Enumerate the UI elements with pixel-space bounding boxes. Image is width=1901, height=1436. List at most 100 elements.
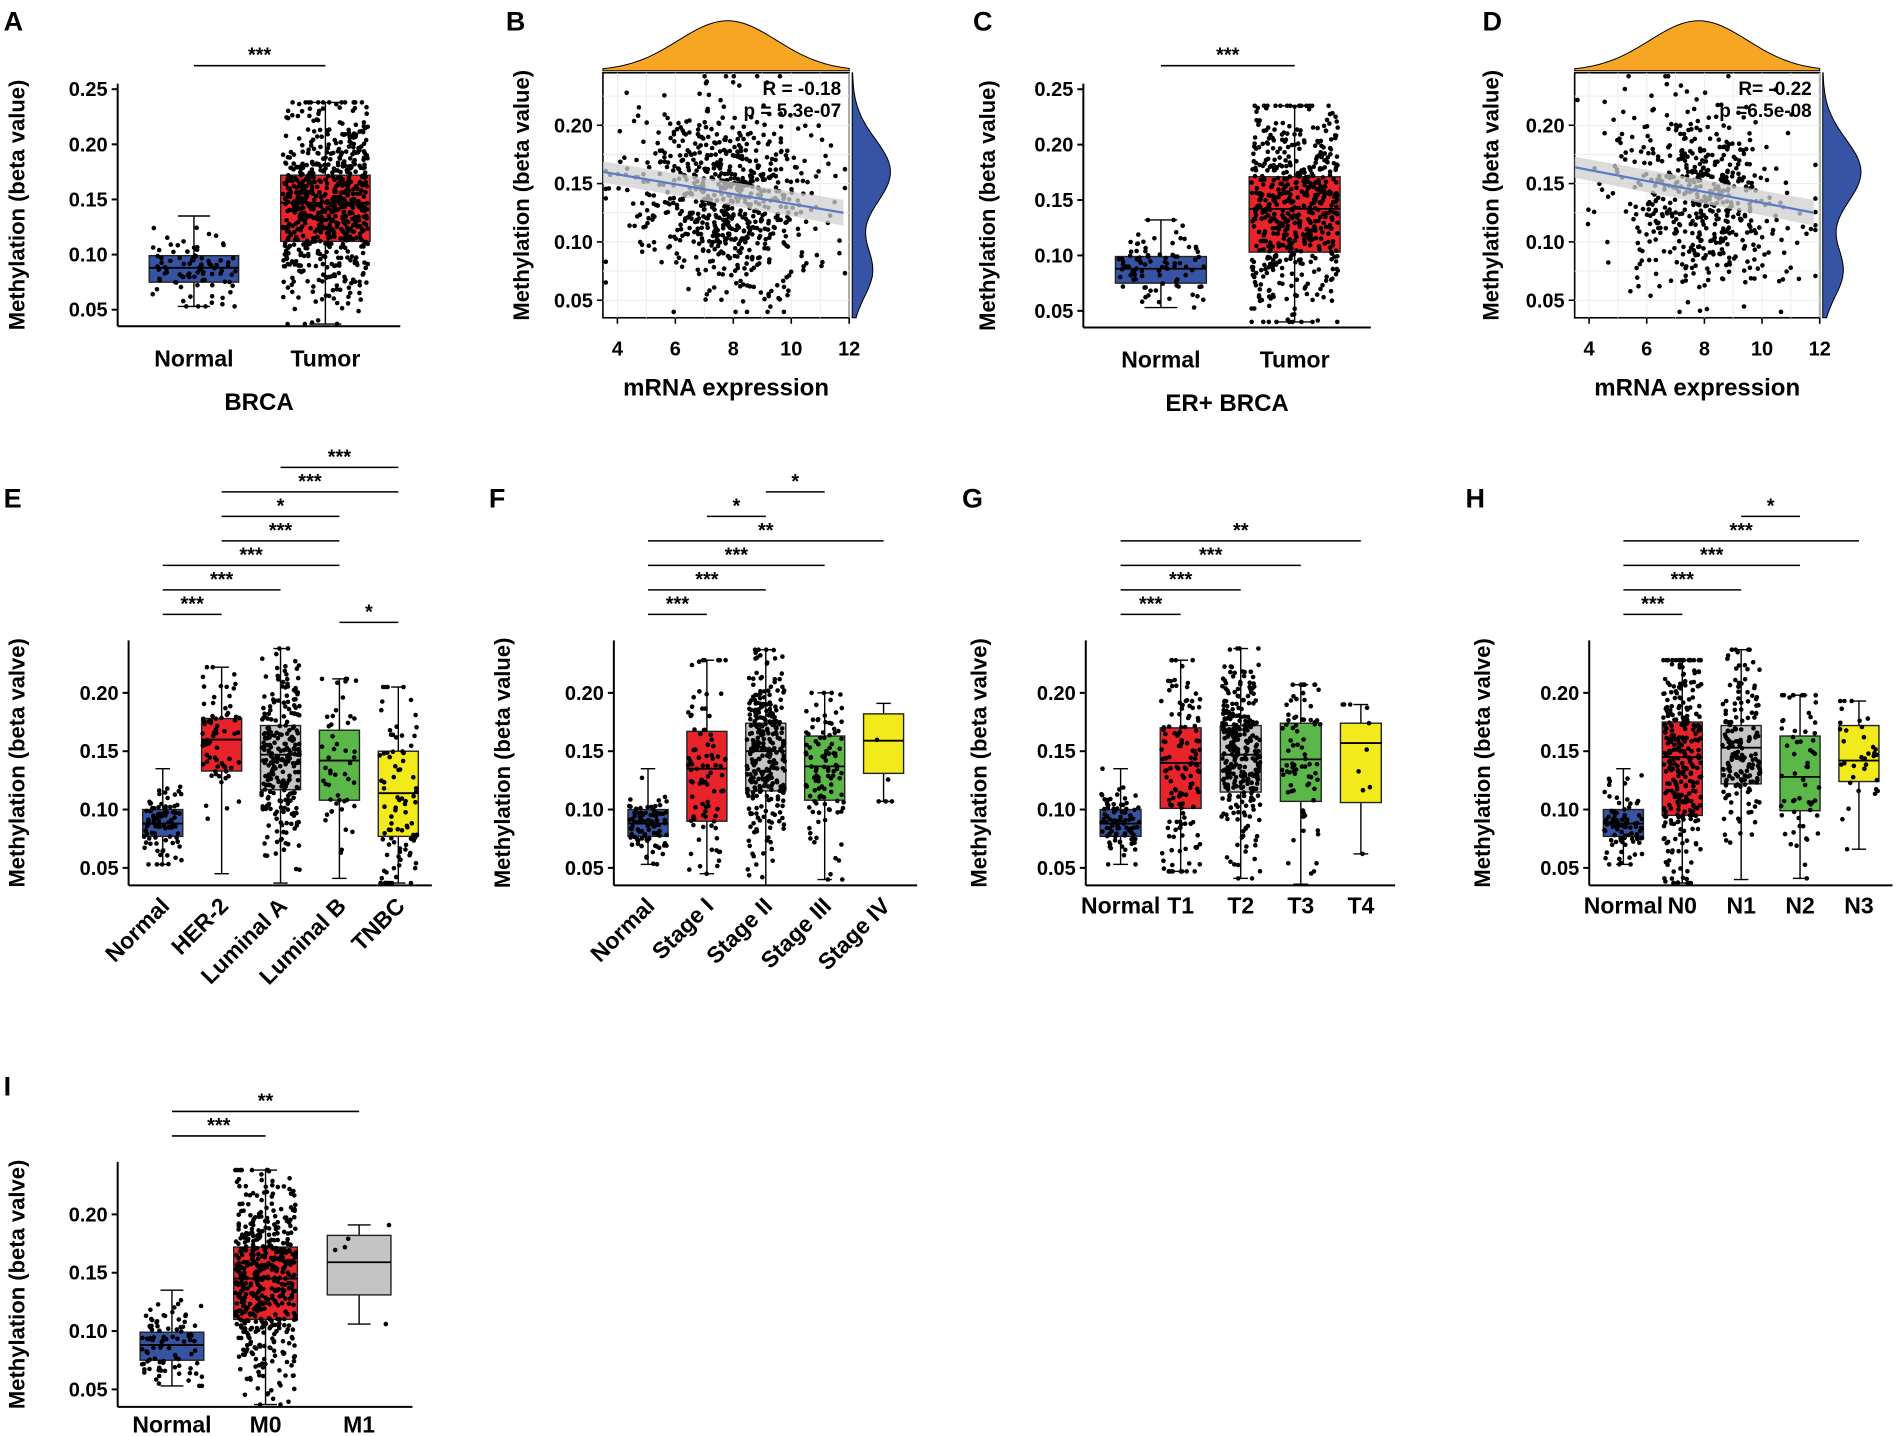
data-point — [1301, 203, 1307, 209]
data-point — [350, 229, 355, 234]
data-point — [1252, 173, 1258, 179]
box-her-2 — [200, 664, 243, 875]
data-point — [274, 651, 279, 657]
data-point — [184, 304, 189, 309]
data-point — [1257, 737, 1262, 743]
data-point — [639, 200, 645, 206]
data-point — [391, 840, 397, 845]
data-point — [1148, 288, 1153, 294]
box-normal — [626, 768, 669, 867]
data-point — [265, 716, 271, 721]
data-point — [1243, 825, 1249, 831]
data-point — [274, 775, 280, 781]
data-point — [1195, 768, 1201, 774]
data-point — [717, 657, 722, 663]
data-point — [709, 737, 714, 742]
data-point — [1277, 191, 1282, 196]
data-point — [261, 740, 267, 745]
data-point — [1681, 244, 1686, 250]
data-point — [236, 799, 242, 804]
data-point — [1184, 698, 1190, 703]
data-point — [382, 831, 387, 836]
data-point — [764, 155, 770, 160]
data-point — [285, 646, 291, 651]
data-point — [1323, 214, 1328, 220]
data-point — [283, 741, 288, 747]
data-point — [1237, 718, 1242, 724]
data-point — [762, 177, 767, 182]
data-point — [801, 264, 806, 269]
data-point — [317, 190, 322, 195]
data-point — [225, 710, 231, 716]
correlation-stat: p =6.5e-08 — [1719, 101, 1811, 122]
data-point — [1736, 211, 1741, 217]
data-point — [284, 676, 290, 682]
data-point — [745, 254, 750, 260]
data-point — [676, 120, 681, 126]
data-point — [1220, 684, 1225, 689]
data-point — [713, 213, 719, 218]
data-point — [312, 179, 318, 185]
data-point — [1242, 764, 1248, 770]
data-point — [361, 194, 367, 199]
data-point — [1726, 225, 1732, 230]
data-point — [279, 732, 284, 738]
data-point — [1270, 292, 1276, 298]
data-point — [1190, 819, 1196, 825]
data-point — [1340, 702, 1345, 707]
data-point — [1284, 169, 1289, 175]
data-point — [1257, 197, 1262, 203]
data-point — [1128, 249, 1134, 254]
data-point — [334, 249, 339, 255]
data-point — [765, 141, 771, 147]
data-point — [671, 195, 677, 201]
data-point — [353, 169, 358, 174]
data-point — [1275, 175, 1281, 181]
data-point — [778, 697, 783, 703]
data-point — [774, 726, 779, 731]
data-point — [387, 754, 393, 760]
data-point — [278, 820, 284, 825]
data-point — [1235, 737, 1241, 742]
data-point — [763, 721, 768, 727]
data-point — [1171, 795, 1176, 801]
data-point — [1265, 125, 1271, 130]
data-point — [277, 723, 283, 729]
data-point — [331, 166, 337, 171]
data-point — [753, 656, 758, 661]
data-point — [709, 823, 714, 828]
data-point — [168, 242, 174, 247]
data-point — [335, 160, 341, 166]
data-point — [760, 171, 766, 177]
data-point — [1306, 185, 1312, 190]
data-point — [1270, 260, 1275, 266]
data-point — [741, 124, 747, 129]
data-point — [1288, 192, 1293, 197]
data-point — [1618, 838, 1624, 843]
data-point — [1688, 148, 1693, 154]
data-point — [323, 765, 328, 771]
data-point — [385, 684, 390, 690]
data-point — [1131, 277, 1136, 282]
data-point — [204, 664, 210, 670]
data-point — [1259, 216, 1264, 221]
data-point — [1180, 663, 1185, 669]
data-point — [1679, 148, 1685, 153]
data-point — [1662, 205, 1668, 210]
data-point — [208, 718, 214, 723]
data-point — [342, 231, 348, 236]
data-point — [1333, 248, 1339, 253]
data-point — [695, 131, 701, 137]
data-point — [326, 293, 332, 299]
data-point — [1700, 218, 1705, 224]
data-point — [657, 811, 663, 816]
data-point — [1168, 678, 1173, 684]
data-point — [213, 716, 219, 721]
data-point — [305, 213, 311, 219]
data-point — [1252, 103, 1257, 109]
data-point — [635, 113, 641, 118]
significance-label: * — [791, 471, 799, 493]
data-point — [802, 158, 807, 164]
data-point — [823, 153, 828, 159]
data-point — [311, 215, 317, 221]
